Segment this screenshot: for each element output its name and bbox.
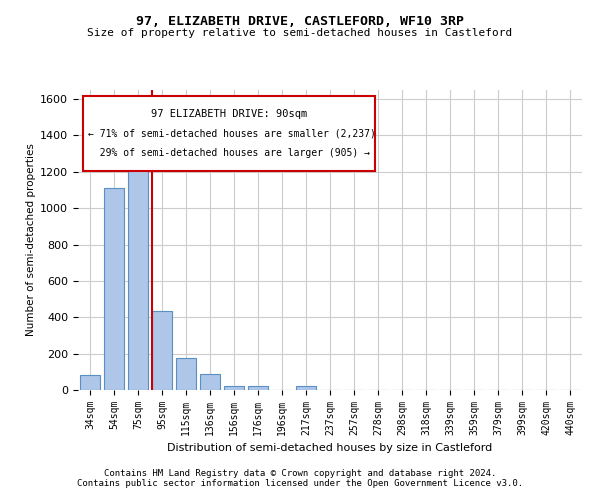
Bar: [176, 358, 196, 390]
X-axis label: Distribution of semi-detached houses by size in Castleford: Distribution of semi-detached houses by …: [167, 444, 493, 454]
Text: 97, ELIZABETH DRIVE, CASTLEFORD, WF10 3RP: 97, ELIZABETH DRIVE, CASTLEFORD, WF10 3R…: [136, 15, 464, 28]
Bar: [128, 162, 148, 390]
Bar: [104, 188, 124, 390]
Bar: [200, 374, 220, 390]
Bar: [248, 386, 268, 390]
Text: Contains public sector information licensed under the Open Government Licence v3: Contains public sector information licen…: [77, 478, 523, 488]
Y-axis label: Number of semi-detached properties: Number of semi-detached properties: [26, 144, 36, 336]
Bar: [80, 374, 100, 390]
Text: ← 71% of semi-detached houses are smaller (2,237): ← 71% of semi-detached houses are smalle…: [88, 128, 376, 138]
Bar: [224, 386, 244, 390]
Text: 29% of semi-detached houses are larger (905) →: 29% of semi-detached houses are larger (…: [88, 148, 370, 158]
Text: 97 ELIZABETH DRIVE: 90sqm: 97 ELIZABETH DRIVE: 90sqm: [151, 109, 307, 119]
Bar: [296, 386, 316, 390]
Text: Contains HM Land Registry data © Crown copyright and database right 2024.: Contains HM Land Registry data © Crown c…: [104, 468, 496, 477]
FancyBboxPatch shape: [83, 96, 376, 171]
Bar: [152, 311, 172, 390]
Text: Size of property relative to semi-detached houses in Castleford: Size of property relative to semi-detach…: [88, 28, 512, 38]
